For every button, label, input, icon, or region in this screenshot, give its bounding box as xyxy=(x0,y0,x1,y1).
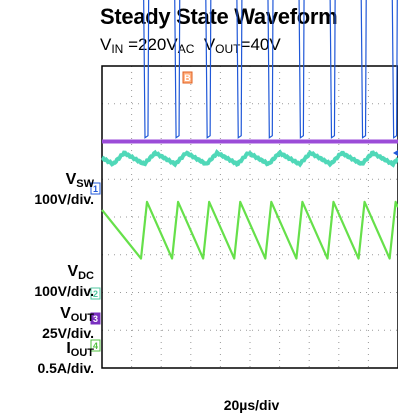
traces xyxy=(101,0,398,260)
label-iout: IOUT 0.5A/div. xyxy=(37,340,94,376)
plot-frame xyxy=(101,65,398,369)
trigger-level-arrow xyxy=(393,150,398,156)
trigger-marker-box xyxy=(182,71,193,84)
ch4-marker-box xyxy=(90,339,101,352)
chart-subtitle: VIN =220VAC VOUT=40V xyxy=(100,35,281,56)
label-vsw: VSW 100V/div. xyxy=(34,171,94,207)
trace-vdc xyxy=(101,149,398,168)
ch3-marker: 3 xyxy=(93,314,98,324)
ch2-marker: 2 xyxy=(93,289,98,299)
ch2-marker-box xyxy=(90,287,101,300)
ch1-marker: 1 xyxy=(93,184,98,194)
channel-markers: 1 2 3 4 B xyxy=(90,71,398,352)
x-axis-label: 20µs/div xyxy=(223,397,280,413)
chart-title: Steady State Waveform xyxy=(100,4,338,29)
label-vout: VOUT 25V/div. xyxy=(42,305,94,341)
trigger-marker: B xyxy=(184,73,191,83)
label-vdc: VDC 100V/div. xyxy=(34,263,94,299)
ch3-marker-box xyxy=(90,312,101,325)
trace-iout xyxy=(101,200,398,260)
ch1-marker-box xyxy=(90,182,101,195)
ch4-marker: 4 xyxy=(93,341,98,351)
trace-vsw xyxy=(143,0,398,139)
